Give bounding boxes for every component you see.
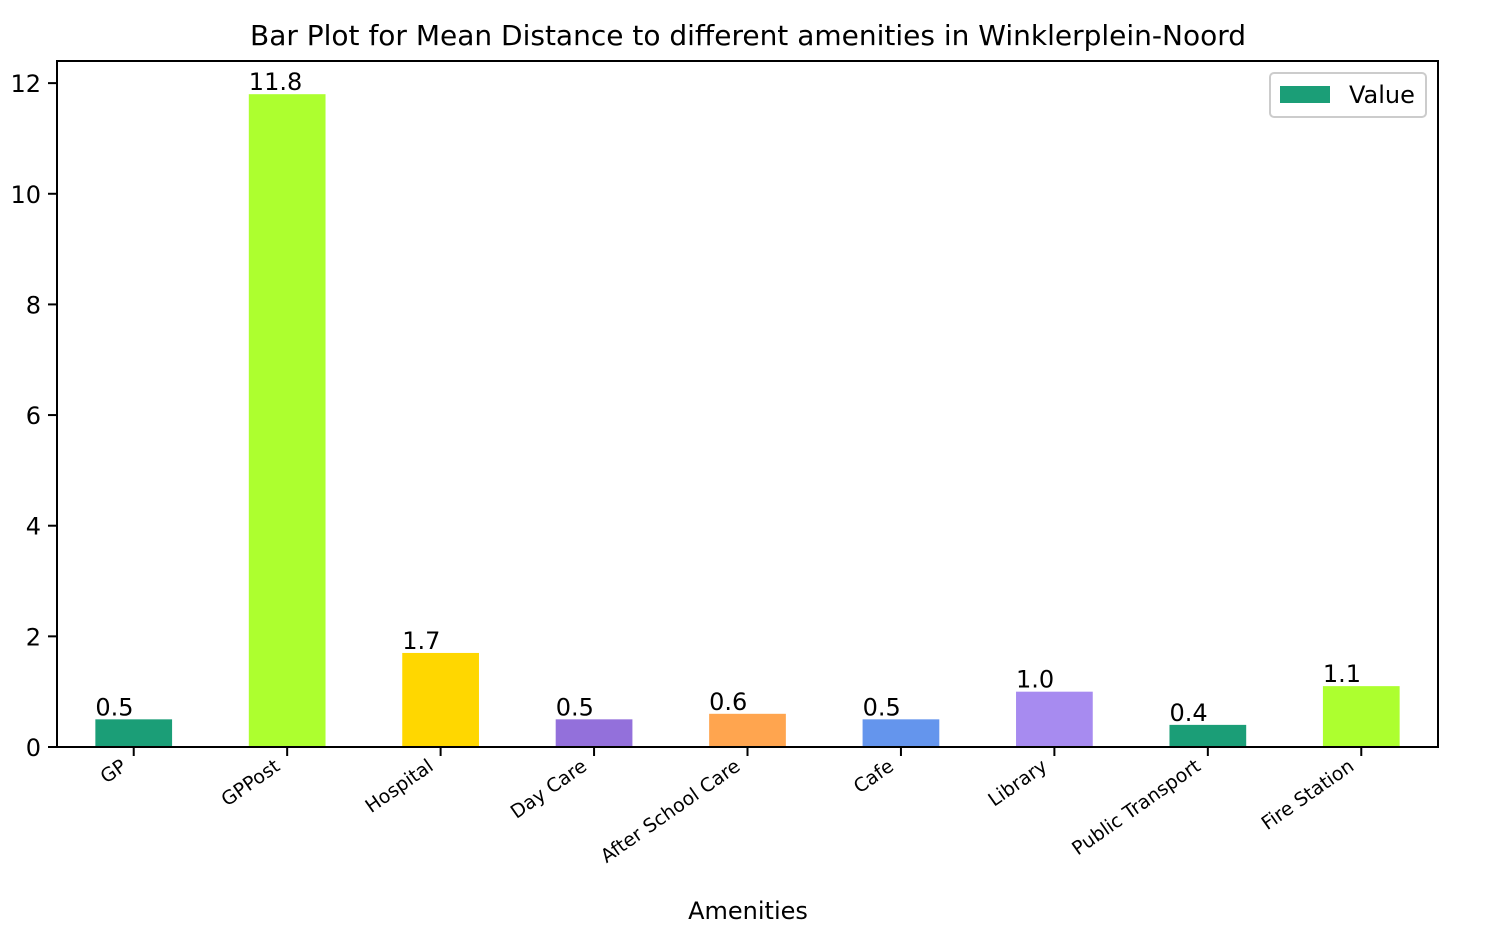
legend: Value <box>1269 72 1427 118</box>
bar <box>402 652 479 747</box>
x-tick-label: After School Care <box>597 755 745 868</box>
data-label: 11.8 <box>249 68 302 96</box>
x-tick-label: Hospital <box>361 755 437 817</box>
x-tick-label: Public Transport <box>1068 755 1205 860</box>
bar <box>709 713 786 747</box>
bar <box>95 719 173 747</box>
y-tick-label: 2 <box>26 623 41 651</box>
legend-label: Value <box>1349 81 1415 109</box>
bar <box>1322 686 1400 747</box>
x-tick-label: Cafe <box>850 755 898 798</box>
x-axis-label: Amenities <box>688 897 808 925</box>
data-label: 0.5 <box>95 693 133 721</box>
bar <box>555 719 633 747</box>
y-tick-label: 10 <box>10 181 41 209</box>
data-label: 0.5 <box>863 693 901 721</box>
x-tick-label: Day Care <box>507 755 591 823</box>
data-label: 1.0 <box>1016 666 1054 694</box>
data-label: 0.5 <box>556 693 594 721</box>
bar <box>862 719 940 747</box>
data-label: 1.1 <box>1323 660 1361 688</box>
y-tick-label: 6 <box>26 402 41 430</box>
x-tick-label: GPPost <box>217 755 284 811</box>
y-tick-label: 8 <box>26 291 41 319</box>
legend-swatch <box>1280 86 1330 103</box>
bar <box>1016 691 1093 747</box>
y-tick-label: 0 <box>26 734 41 762</box>
data-label: 0.6 <box>709 688 747 716</box>
y-tick-label: 12 <box>10 70 41 98</box>
chart-title: Bar Plot for Mean Distance to different … <box>250 19 1246 52</box>
x-tick-label: Fire Station <box>1257 755 1358 835</box>
x-tick-label: GP <box>97 755 131 788</box>
x-tick-label: Library <box>984 755 1051 811</box>
data-label: 1.7 <box>402 627 440 655</box>
bar <box>1169 724 1247 747</box>
plot-frame <box>56 60 1439 748</box>
data-label: 0.4 <box>1169 699 1207 727</box>
legend-box <box>1269 72 1427 118</box>
y-tick-label: 4 <box>26 513 41 541</box>
bar <box>248 94 326 748</box>
